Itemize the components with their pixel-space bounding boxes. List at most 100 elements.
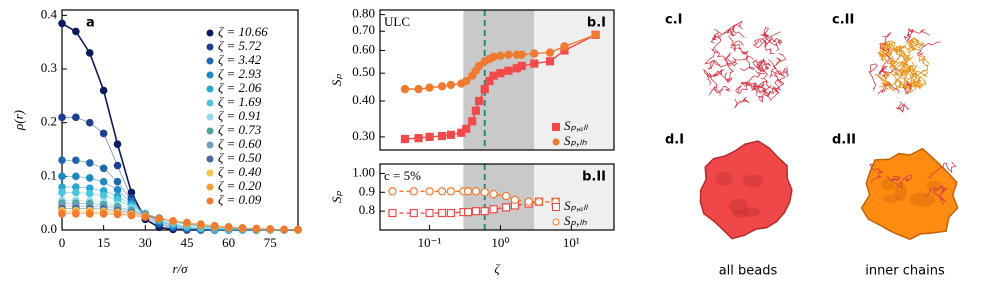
data-point	[425, 208, 434, 218]
panel: 0.0 0.1 0.2 0.3 0.4 0 15 30 45 60 75 r/σ ρ(r) a ζ = 10…	[11, 6, 302, 276]
data-point	[99, 86, 108, 95]
series-line	[62, 116, 298, 231]
x-axis-label: r/σ	[172, 261, 188, 276]
x-tick-label: 10¹	[563, 235, 580, 250]
y-tick-label: 1.00	[352, 164, 375, 179]
data-point	[72, 27, 80, 36]
legend-marker	[552, 218, 560, 226]
data-point	[474, 61, 484, 71]
data-point	[501, 203, 511, 212]
data-point	[388, 208, 397, 218]
data-point	[504, 50, 513, 59]
data-point	[524, 197, 533, 206]
data-point	[85, 210, 94, 218]
data-point	[446, 80, 456, 90]
legend-marker	[552, 123, 560, 131]
data-point	[471, 106, 480, 115]
data-point	[72, 156, 80, 165]
data-point	[127, 211, 136, 220]
panel: 0.8 0.9 1.00 10⁻¹ 10⁰ 10¹ ζ Sₚ b.II c = 5% Sₚ,ₐₗₗS…	[329, 163, 615, 276]
panel-label: b.II	[582, 170, 606, 185]
axes-frame	[379, 9, 615, 151]
render-caption: inner chains	[865, 264, 945, 279]
x-tick-label: 10⁻¹	[418, 235, 442, 250]
data-point	[446, 187, 456, 196]
data-point	[197, 220, 205, 228]
data-point	[437, 208, 447, 218]
data-point	[489, 189, 498, 199]
legend-marker	[206, 183, 214, 191]
data-point	[496, 69, 505, 78]
panel-label: a	[86, 16, 95, 31]
data-point	[504, 66, 513, 75]
data-point	[252, 224, 261, 233]
x-axis-label: ζ	[494, 261, 500, 276]
data-point	[425, 132, 434, 141]
data-point	[545, 48, 555, 57]
data-point	[462, 76, 471, 86]
data-point	[414, 84, 423, 94]
data-point	[58, 113, 66, 122]
panel: 0.30 0.40 0.50 0.60 0.700.80 Sₚ b.I ULC Sₚ,ₐₗₗSₚ…	[329, 6, 615, 151]
x-tick-label: 45	[180, 235, 193, 250]
legend-label: Sₚ,ₗₕ	[564, 213, 587, 228]
legend-label: ζ = 10.66	[218, 24, 268, 39]
data-point	[224, 222, 233, 231]
legend-marker	[206, 197, 214, 205]
shaded-region	[534, 164, 614, 230]
data-point	[489, 205, 498, 214]
data-point	[113, 210, 122, 219]
x-tick-label: 75	[264, 235, 277, 250]
data-point	[471, 207, 480, 216]
data-point	[501, 191, 511, 201]
data-point	[388, 187, 397, 196]
legend-marker	[206, 169, 214, 177]
data-point	[489, 71, 498, 80]
data-point	[446, 130, 455, 139]
surface-shade	[728, 198, 748, 215]
data-point	[534, 197, 544, 206]
surface-shade	[742, 207, 761, 217]
data-point	[480, 85, 489, 94]
legend-label: ζ = 0.60	[218, 136, 262, 151]
data-point	[474, 96, 484, 106]
data-point	[400, 134, 410, 144]
data-point	[58, 156, 66, 165]
data-point	[72, 188, 80, 197]
annotation: ULC	[384, 14, 410, 29]
y-axis-label: ρ(r)	[11, 110, 26, 131]
surface-shade	[881, 178, 895, 191]
y-tick-label: 0.3	[41, 60, 57, 75]
surface-shade	[909, 192, 936, 207]
data-point	[530, 59, 539, 68]
y-tick-label: 0.60	[352, 41, 375, 56]
data-point	[294, 225, 302, 234]
data-point	[183, 218, 191, 227]
legend-marker	[206, 113, 214, 121]
y-tick-label: 0.40	[352, 92, 375, 107]
y-tick-label: 0.8	[359, 202, 375, 217]
data-point	[400, 84, 410, 94]
shaded-region	[463, 164, 535, 230]
legend-label: ζ = 0.09	[218, 192, 262, 207]
axes-frame	[61, 9, 299, 231]
y-tick-label: 0.0	[41, 221, 57, 236]
legend-label: Sₚ,ₗₕ	[564, 133, 587, 148]
y-tick-label: 0.80	[352, 6, 375, 21]
data-point	[480, 188, 489, 197]
surface-shade	[732, 209, 750, 218]
data-point	[468, 117, 477, 126]
data-point	[113, 140, 122, 148]
surface-blob	[860, 147, 959, 241]
data-point	[510, 195, 520, 205]
surface-shade	[882, 194, 900, 203]
panel-label: b.I	[587, 16, 606, 31]
data-point	[99, 191, 108, 200]
data-point	[591, 30, 600, 40]
y-tick-label: 0.50	[352, 64, 375, 79]
legend-label: ζ = 0.91	[218, 108, 261, 123]
annotation: c = 5%	[384, 168, 421, 183]
legend-label: Sₚ,ₐₗₗ	[564, 198, 588, 213]
y-tick-label: 0.70	[352, 22, 375, 37]
data-point	[530, 49, 539, 58]
